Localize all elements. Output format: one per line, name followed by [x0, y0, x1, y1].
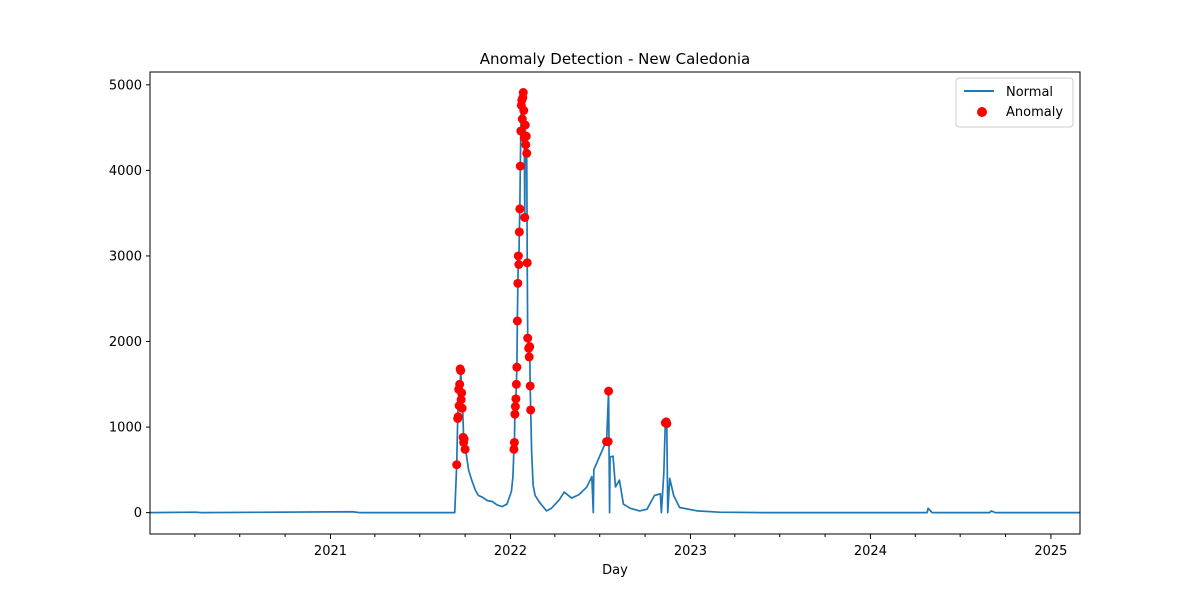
- anomaly-point: [513, 251, 523, 261]
- x-tick-label: 2024: [854, 544, 887, 559]
- anomaly-point: [522, 148, 532, 158]
- anomaly-point: [453, 412, 463, 422]
- anomaly-point: [520, 212, 530, 222]
- x-tick-label: 2022: [494, 544, 527, 559]
- anomaly-point: [509, 444, 519, 454]
- y-tick-label: 2000: [109, 335, 142, 350]
- y-tick-label: 5000: [109, 78, 142, 93]
- anomaly-point: [515, 204, 525, 214]
- y-tick-label: 1000: [109, 421, 142, 436]
- plot-frame: [149, 71, 1081, 535]
- anomaly-point: [510, 409, 520, 419]
- x-axis: 2021 2022 2023 2024 2025: [194, 534, 1067, 559]
- y-tick-label: 3000: [109, 249, 142, 264]
- legend-anomaly-label: Anomaly: [1006, 105, 1063, 120]
- x-tick-label: 2025: [1034, 544, 1067, 559]
- anomaly-point: [457, 388, 467, 398]
- anomaly-point: [525, 342, 535, 352]
- anomaly-point: [457, 403, 467, 413]
- x-axis-label: Day: [602, 563, 628, 578]
- anomaly-point: [455, 379, 465, 389]
- anomaly-point: [526, 405, 536, 415]
- anomaly-point: [509, 437, 519, 447]
- anomaly-point: [523, 333, 533, 343]
- legend-anomaly-marker: [977, 107, 987, 117]
- legend: Normal Anomaly: [955, 77, 1074, 128]
- anomaly-point: [511, 394, 521, 404]
- anomaly-point: [456, 366, 466, 376]
- anomaly-point: [519, 106, 529, 115]
- anomaly-point: [603, 437, 613, 447]
- plot-area: [149, 88, 1080, 514]
- anomaly-point: [456, 395, 466, 405]
- y-axis: 0 1000 2000 3000 4000 5000: [109, 78, 150, 521]
- anomaly-point: [510, 402, 520, 412]
- anomaly-point: [459, 434, 469, 444]
- anomaly-point: [525, 381, 535, 391]
- anomaly-point: [662, 419, 672, 429]
- chart-title: Anomaly Detection - New Caledonia: [480, 50, 751, 68]
- anomaly-point: [514, 227, 524, 237]
- y-tick-label: 0: [134, 506, 142, 521]
- anomaly-point: [520, 120, 530, 130]
- series-line-normal: [149, 92, 1080, 514]
- y-tick-label: 4000: [109, 164, 142, 179]
- anomaly-point: [521, 140, 531, 150]
- x-tick-label: 2023: [674, 544, 707, 559]
- anomaly-point: [452, 460, 462, 470]
- anomaly-point: [460, 444, 470, 454]
- anomaly-point: [604, 386, 614, 396]
- x-tick-label: 2021: [314, 544, 347, 559]
- anomaly-point: [518, 88, 528, 98]
- anomaly-point: [513, 278, 523, 288]
- anomaly-point: [511, 379, 521, 389]
- anomaly-point: [512, 362, 522, 372]
- anomaly-point: [522, 258, 532, 268]
- anomaly-point: [521, 131, 531, 141]
- anomaly-point: [514, 260, 524, 269]
- anomaly-point: [515, 161, 525, 171]
- anomaly-point: [512, 316, 522, 326]
- legend-normal-label: Normal: [1006, 85, 1053, 100]
- anomaly-point: [524, 352, 534, 362]
